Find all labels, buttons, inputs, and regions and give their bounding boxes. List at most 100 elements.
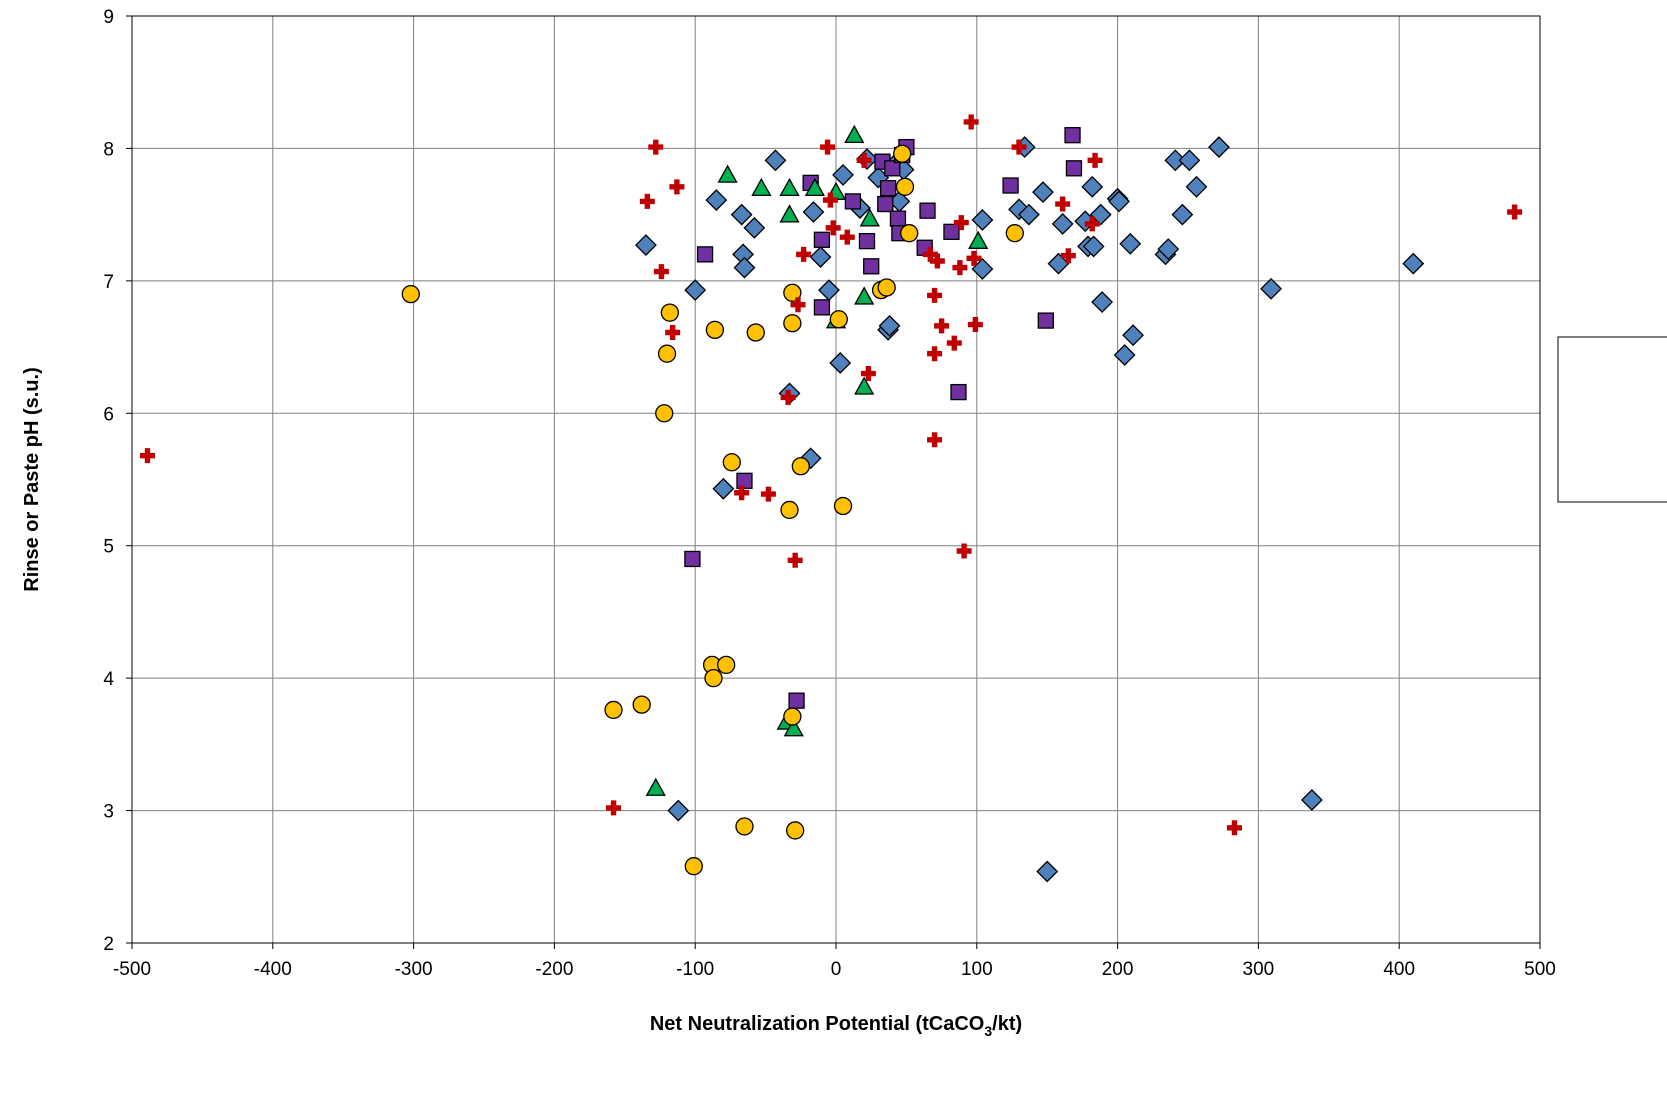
diamond-data-point: [832, 163, 854, 186]
diamond-data-point: [1113, 344, 1136, 366]
x-axis-title-tail: /kt): [992, 1013, 1022, 1035]
x-axis-title-main: Net Neutralization Potential (tCaCO: [650, 1013, 984, 1035]
cross-data-point: [653, 264, 669, 280]
y-tick-label: 3: [103, 802, 114, 823]
cross-data-point: [734, 485, 750, 501]
cross-data-point: [922, 246, 938, 262]
diamond-data-point: [1036, 860, 1059, 883]
diamond-data-point: [635, 234, 657, 257]
circle-data-point: [705, 320, 725, 340]
cross-data-point: [856, 152, 872, 168]
circle-data-point: [893, 144, 912, 163]
square-data-point: [889, 210, 907, 227]
triangle-data-point: [779, 177, 800, 197]
cross-data-point: [790, 297, 806, 313]
triangle-data-point: [804, 177, 825, 197]
cross-data-point: [1087, 152, 1103, 168]
cross-data-point: [946, 335, 962, 351]
x-tick-label: 0: [831, 959, 842, 980]
y-tick-label: 4: [103, 669, 114, 690]
cross-data-point: [825, 220, 841, 236]
diamond-data-point: [1260, 277, 1282, 300]
square-data-point: [1064, 127, 1081, 144]
square-data-point: [844, 193, 862, 210]
circle-data-point: [684, 857, 703, 876]
x-tick-label: 200: [1102, 959, 1134, 980]
x-tick-label: -400: [254, 959, 292, 980]
circle-data-point: [722, 453, 741, 472]
diamond-data-point: [1178, 149, 1201, 172]
diamond-data-point: [1089, 203, 1112, 226]
data-points: [139, 114, 1523, 883]
square-data-point: [919, 202, 936, 219]
x-tick-label: -300: [395, 959, 433, 980]
cross-data-point: [796, 246, 812, 262]
cross-data-point: [780, 389, 796, 405]
legend-box: [1557, 336, 1667, 503]
circle-data-point: [401, 284, 420, 304]
x-tick-label: 300: [1243, 959, 1275, 980]
circle-data-point: [877, 278, 896, 297]
circle-data-point: [655, 404, 674, 423]
circle-data-point: [783, 283, 802, 302]
x-tick-label: -200: [535, 959, 573, 980]
cross-data-point: [1011, 139, 1027, 155]
diamond-data-point: [1081, 175, 1104, 198]
circle-data-point: [660, 303, 680, 322]
diamond-data-point: [1402, 252, 1425, 275]
circle-data-point: [657, 344, 677, 363]
circle-data-point: [746, 323, 765, 342]
diamond-data-point: [712, 477, 735, 500]
circle-data-point: [786, 821, 805, 840]
cross-data-point: [934, 318, 950, 334]
triangle-data-point: [783, 718, 804, 737]
diamond-data-point: [1008, 198, 1030, 221]
x-tick-label: 500: [1524, 959, 1556, 980]
square-data-point: [943, 223, 960, 241]
cross-data-point: [952, 260, 968, 276]
diamond-data-point: [971, 209, 994, 231]
triangle-data-point: [968, 230, 989, 249]
square-data-point: [950, 383, 967, 401]
square-data-point: [696, 246, 714, 263]
square-data-point: [1002, 177, 1019, 194]
square-data-point: [684, 550, 701, 568]
y-tick-label: 9: [103, 7, 114, 28]
diamond-data-point: [1119, 232, 1142, 255]
diamond-data-point: [1171, 203, 1194, 226]
cross-data-point: [860, 366, 876, 382]
diamond-data-point: [733, 256, 756, 279]
cross-data-point: [1226, 820, 1242, 836]
square-data-point: [863, 258, 880, 275]
diamond-data-point: [764, 149, 787, 172]
y-tick-label: 6: [103, 404, 114, 425]
diamond-data-point: [1208, 136, 1230, 159]
diamond-data-point: [809, 246, 832, 268]
circle-data-point: [783, 707, 802, 726]
cross-data-point: [1055, 196, 1071, 212]
diamond-data-point: [1032, 181, 1054, 204]
cross-data-point: [639, 193, 655, 209]
diamond-data-point: [1122, 324, 1145, 347]
circle-data-point: [895, 177, 915, 196]
triangle-data-point: [844, 124, 865, 144]
diamond-data-point: [1047, 252, 1070, 275]
diamond-data-point: [743, 216, 766, 239]
y-tick-label: 7: [103, 272, 114, 293]
circle-data-point: [833, 496, 853, 516]
triangle-data-point: [859, 208, 880, 227]
diamond-data-point: [1300, 789, 1323, 811]
cross-data-point: [760, 486, 776, 502]
y-axis-title: Rinse or Paste pH (s.u.): [21, 367, 43, 592]
cross-data-point: [963, 114, 979, 130]
circle-data-point: [735, 817, 754, 836]
circle-data-point: [780, 500, 799, 520]
square-data-point: [877, 195, 894, 213]
cross-data-point: [606, 800, 622, 816]
diamond-data-point: [1082, 235, 1105, 258]
circle-data-point: [791, 457, 810, 476]
cross-data-point: [669, 179, 685, 195]
grid-lines: [132, 16, 1540, 943]
